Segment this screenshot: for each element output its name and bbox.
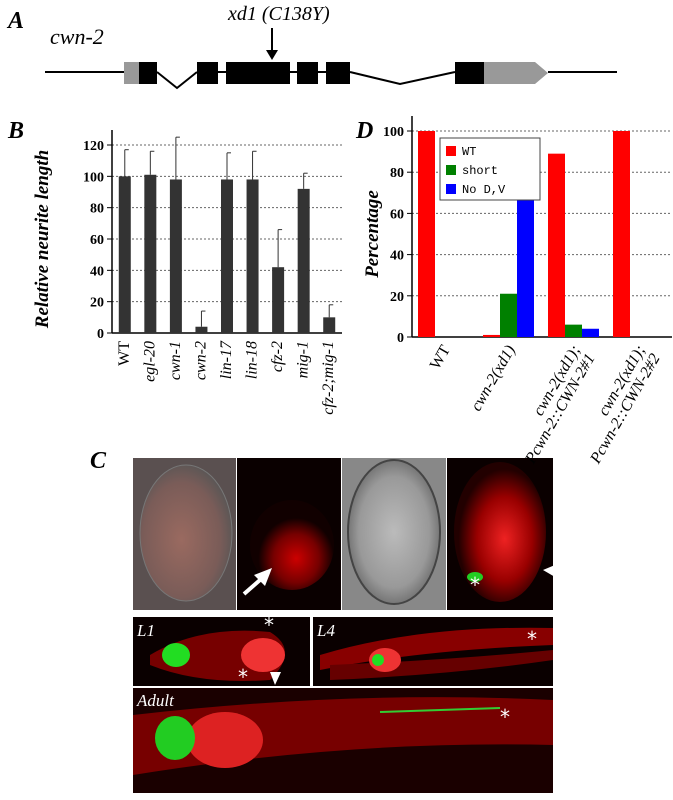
bar bbox=[297, 188, 310, 333]
x-tick-label: cfz-2;mig-1 bbox=[320, 341, 337, 415]
y-tick-label: 80 bbox=[90, 202, 104, 217]
y-tick-label: 0 bbox=[397, 331, 404, 346]
y-tick-label: 100 bbox=[83, 170, 104, 185]
x-tick-label: cfz-2 bbox=[269, 341, 286, 372]
stage-label: Adult bbox=[136, 691, 175, 710]
x-tick-label: cwn-2 bbox=[192, 341, 209, 380]
bar bbox=[144, 174, 157, 333]
asterisk: * bbox=[500, 705, 510, 729]
micrographs bbox=[133, 458, 555, 793]
legend-swatch bbox=[446, 184, 456, 194]
asterisk: * bbox=[470, 573, 480, 597]
x-tick-label: cwn-1 bbox=[167, 341, 184, 380]
asterisk: * bbox=[264, 613, 274, 637]
x-tick-label: WT bbox=[427, 342, 454, 372]
y-tick-label: 120 bbox=[83, 139, 104, 154]
panel-label: A bbox=[6, 8, 24, 34]
gene-name: cwn-2 bbox=[50, 24, 104, 49]
bar bbox=[500, 293, 517, 337]
bar bbox=[418, 131, 435, 337]
bar bbox=[548, 153, 565, 337]
legend-label: short bbox=[462, 164, 498, 178]
bar bbox=[221, 179, 233, 333]
bar bbox=[246, 179, 259, 333]
stage-label: L4 bbox=[316, 621, 335, 640]
panel-label: C bbox=[90, 448, 107, 474]
y-tick-label: 80 bbox=[390, 166, 404, 181]
bar bbox=[169, 179, 182, 333]
legend-box bbox=[439, 137, 541, 201]
bar bbox=[517, 178, 534, 337]
panel-label: B bbox=[7, 118, 24, 144]
bar bbox=[613, 131, 630, 337]
bar bbox=[582, 328, 599, 337]
y-tick-label: 40 bbox=[90, 264, 104, 279]
x-tick-label: WT bbox=[116, 341, 133, 366]
x-tick-label: cwn-2(xd1) bbox=[468, 343, 519, 415]
legend-swatch bbox=[446, 146, 456, 156]
x-tick-label: mig-1 bbox=[295, 341, 312, 378]
x-tick-label: lin-17 bbox=[218, 340, 235, 379]
x-tick-label: lin-18 bbox=[244, 341, 261, 379]
panel-label: D bbox=[355, 118, 373, 144]
stage-label: L1 bbox=[136, 621, 155, 640]
asterisk: * bbox=[527, 627, 537, 651]
y-tick-label: 60 bbox=[90, 233, 104, 248]
y-tick-label: 20 bbox=[90, 296, 104, 311]
bar bbox=[272, 267, 285, 333]
y-tick-label: 40 bbox=[390, 249, 404, 264]
y-axis-label: Relative neurite length bbox=[32, 150, 53, 329]
allele-label: xd1 (C138Y) bbox=[227, 3, 330, 25]
y-tick-label: 60 bbox=[390, 207, 404, 222]
bar bbox=[195, 326, 208, 333]
legend-label: WT bbox=[462, 145, 476, 159]
bar bbox=[483, 334, 500, 337]
y-tick-label: 100 bbox=[383, 125, 404, 140]
bar bbox=[323, 317, 336, 333]
legend-label: No D,V bbox=[462, 183, 506, 197]
y-tick-label: 20 bbox=[390, 290, 404, 305]
gene-structure bbox=[45, 28, 617, 90]
x-tick-label: egl-20 bbox=[141, 341, 158, 382]
y-axis-label: Percentage bbox=[362, 190, 383, 279]
y-tick-label: 0 bbox=[97, 327, 104, 342]
legend-swatch bbox=[446, 165, 456, 175]
bar bbox=[118, 176, 131, 333]
bar bbox=[565, 324, 582, 337]
asterisk: * bbox=[238, 665, 248, 689]
